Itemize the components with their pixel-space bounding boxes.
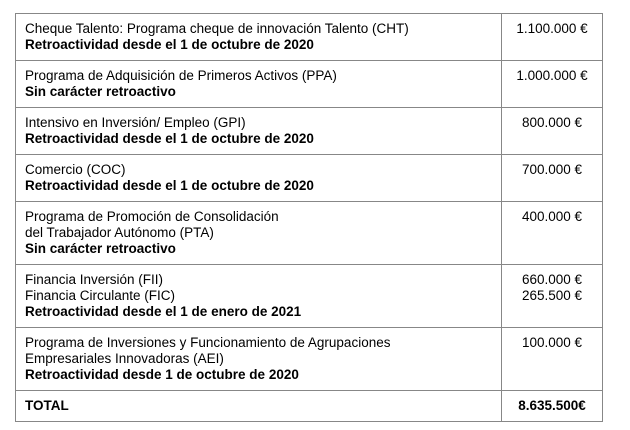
table-row-gpi: Intensivo en Inversión/ Empleo (GPI) Ret… xyxy=(16,107,602,154)
retroactivity-note: Retroactividad desde el 1 de octubre de … xyxy=(25,37,314,52)
table-row-fii-fic: Financia Inversión (FII) Financia Circul… xyxy=(16,264,602,327)
program-cell: Financia Inversión (FII) Financia Circul… xyxy=(16,265,501,327)
amount-cell: 400.000 € xyxy=(501,202,602,264)
program-name: del Trabajador Autónomo (PTA) xyxy=(25,225,214,240)
program-name: Programa de Inversiones y Funcionamiento… xyxy=(25,335,391,350)
program-cell: Comercio (COC) Retroactividad desde el 1… xyxy=(16,155,501,201)
table-row-total: TOTAL 8.635.500€ xyxy=(16,390,602,421)
program-name: Programa de Promoción de Consolidación xyxy=(25,209,279,224)
table-row-pta: Programa de Promoción de Consolidación d… xyxy=(16,201,602,264)
amount-cell: 1.000.000 € xyxy=(501,61,602,107)
total-amount-value: 8.635.500€ xyxy=(518,398,586,413)
program-cell: Intensivo en Inversión/ Empleo (GPI) Ret… xyxy=(16,108,501,154)
amount-cell: 100.000 € xyxy=(501,328,602,390)
table-row-aei: Programa de Inversiones y Funcionamiento… xyxy=(16,327,602,390)
program-cell: Cheque Talento: Programa cheque de innov… xyxy=(16,14,501,60)
program-cell: Programa de Inversiones y Funcionamiento… xyxy=(16,328,501,390)
program-name: Cheque Talento: Programa cheque de innov… xyxy=(25,21,409,36)
retroactivity-note: Sin carácter retroactivo xyxy=(25,84,176,99)
retroactivity-note: Retroactividad desde el 1 de octubre de … xyxy=(25,131,314,146)
funding-programs-table: Cheque Talento: Programa cheque de innov… xyxy=(15,13,603,422)
program-name: Financia Circulante (FIC) xyxy=(25,288,176,303)
table-row-coc: Comercio (COC) Retroactividad desde el 1… xyxy=(16,154,602,201)
amount-value: 1.000.000 € xyxy=(516,68,588,83)
program-name: Empresariales Innovadoras (AEI) xyxy=(25,351,224,366)
program-name: Programa de Adquisición de Primeros Acti… xyxy=(25,68,337,83)
retroactivity-note: Retroactividad desde el 1 de enero de 20… xyxy=(25,304,302,319)
amount-cell: 1.100.000 € xyxy=(501,14,602,60)
table-row-ppa: Programa de Adquisición de Primeros Acti… xyxy=(16,60,602,107)
total-amount-cell: 8.635.500€ xyxy=(501,391,602,421)
program-cell: Programa de Adquisición de Primeros Acti… xyxy=(16,61,501,107)
program-name: Intensivo en Inversión/ Empleo (GPI) xyxy=(25,115,246,130)
amount-cell: 800.000 € xyxy=(501,108,602,154)
amount-value: 1.100.000 € xyxy=(516,21,588,36)
retroactivity-note: Retroactividad desde el 1 de octubre de … xyxy=(25,178,314,193)
total-label-cell: TOTAL xyxy=(16,391,501,421)
total-label: TOTAL xyxy=(25,398,69,413)
table-row-cht: Cheque Talento: Programa cheque de innov… xyxy=(16,14,602,60)
retroactivity-note: Sin carácter retroactivo xyxy=(25,241,176,256)
amount-cell: 660.000 € 265.500 € xyxy=(501,265,602,327)
amount-value: 100.000 € xyxy=(521,335,583,350)
program-name: Financia Inversión (FII) xyxy=(25,272,164,287)
amount-value: 265.500 € xyxy=(521,288,583,303)
amount-value: 660.000 € xyxy=(521,272,583,287)
amount-cell: 700.000 € xyxy=(501,155,602,201)
program-name: Comercio (COC) xyxy=(25,162,126,177)
retroactivity-note: Retroactividad desde 1 de octubre de 202… xyxy=(25,367,299,382)
program-cell: Programa de Promoción de Consolidación d… xyxy=(16,202,501,264)
amount-value: 700.000 € xyxy=(521,162,583,177)
amount-value: 400.000 € xyxy=(521,209,583,224)
amount-value: 800.000 € xyxy=(521,115,583,130)
